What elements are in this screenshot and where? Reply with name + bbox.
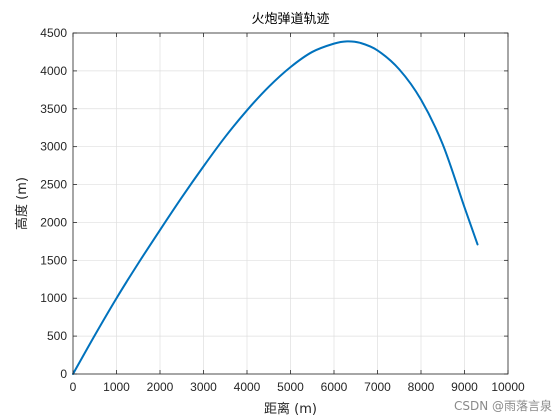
tick-marks [72, 32, 509, 375]
y-tick-label: 500 [47, 329, 67, 343]
series-layer [72, 40, 479, 375]
x-tick-label: 3000 [190, 380, 217, 394]
x-tick-label: 5000 [277, 380, 304, 394]
x-tick-label: 8000 [408, 380, 435, 394]
y-tick-label: 1500 [40, 253, 67, 267]
y-tick-label: 2500 [40, 178, 67, 192]
y-tick-label: 3500 [40, 102, 67, 116]
y-tick-label: 3000 [40, 140, 67, 154]
x-tick-label: 2000 [147, 380, 174, 394]
y-tick-labels: 0 500 1000 1500 2000 2500 3000 3500 4000 4500 [40, 26, 67, 381]
x-tick-label: 7000 [364, 380, 391, 394]
x-tick-label: 4000 [234, 380, 261, 394]
x-tick-label: 9000 [451, 380, 478, 394]
trajectory-line [72, 40, 479, 375]
chart-title: 火炮弹道轨迹 [251, 12, 329, 27]
x-tick-label: 1000 [103, 380, 130, 394]
y-tick-label: 2000 [40, 215, 67, 229]
y-tick-label: 4500 [40, 26, 67, 40]
x-tick-labels: 0 1000 2000 3000 4000 5000 6000 7000 8000 9000 100… [70, 380, 525, 394]
y-axis-title: 高度 (m) [14, 177, 30, 230]
y-tick-label: 4000 [40, 64, 67, 78]
x-tick-label: 6000 [321, 380, 348, 394]
y-tick-label: 0 [60, 367, 67, 381]
y-tick-label: 1000 [40, 291, 67, 305]
x-axis-title: 距离 (m) [264, 401, 317, 417]
x-tick-label: 10000 [491, 380, 525, 394]
watermark: CSDN @雨落言泉 [453, 399, 552, 413]
x-tick-label: 0 [70, 380, 77, 394]
